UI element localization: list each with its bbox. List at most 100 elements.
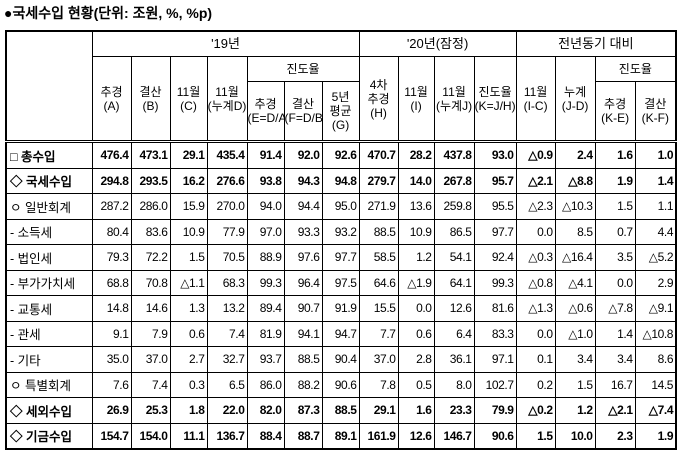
header-cell: 누계 (J-D) [554, 56, 596, 142]
table-cell: 7.8 [358, 371, 399, 398]
table-cell: 80.4 [91, 218, 132, 245]
table-cell: 2.3 [594, 422, 636, 450]
table-cell: 68.8 [91, 269, 132, 296]
table-cell: 1.6 [594, 141, 636, 169]
header-cell: 결산 (F=D/B) [283, 81, 323, 142]
table-body: □ 총수입 476.4 473.1 29.1 435.4 91.4 92.0 92.6 470.… [5, 141, 677, 450]
table-cell: 22.0 [206, 397, 248, 424]
table-cell: 29.1 [169, 141, 208, 169]
table-cell: 95.5 [473, 193, 517, 220]
table-cell: 1.5 [515, 422, 556, 450]
table-title: ●국세수입 현황(단위: 조원, %, %p) [4, 5, 213, 21]
table-cell: 16.7 [594, 371, 636, 398]
table-cell: 94.4 [283, 193, 323, 220]
table-cell: 37.0 [130, 346, 171, 373]
table-cell: 90.6 [321, 371, 360, 398]
table-row: - 기타 35.0 37.0 2.7 32.7 93.7 88.5 90.4 37.0 2.8 36… [5, 346, 677, 373]
header-group: '19년 [91, 30, 360, 57]
table-cell: 90.6 [473, 422, 517, 450]
row-label: - 교통세 [5, 295, 93, 322]
table-cell: 287.2 [91, 193, 132, 220]
table-row: ㅇ 특별회계 7.6 7.4 0.3 6.5 86.0 88.2 90.6 7.8 0.5 8.0 1… [5, 371, 677, 398]
table-cell: 7.4 [206, 320, 248, 347]
table-cell: △10.8 [634, 320, 677, 347]
table-cell: 92.4 [473, 244, 517, 271]
table-cell: 82.0 [246, 397, 285, 424]
table-cell: 15.5 [358, 295, 399, 322]
table-cell: 83.3 [473, 320, 517, 347]
table-cell: 88.7 [283, 422, 323, 450]
table-cell: 1.1 [634, 193, 677, 220]
table-cell: △0.2 [515, 397, 556, 424]
table-cell: △1.3 [515, 295, 556, 322]
table-cell: 1.2 [397, 244, 435, 271]
table-cell: 154.7 [91, 422, 132, 450]
table-cell: 6.4 [433, 320, 475, 347]
table-cell: 54.1 [433, 244, 475, 271]
table-cell: 23.3 [433, 397, 475, 424]
row-label: - 부가가치세 [5, 269, 93, 296]
table-cell: 0.3 [169, 371, 208, 398]
table-cell: 12.6 [433, 295, 475, 322]
table-cell: 95.7 [473, 167, 517, 194]
row-label: ◇ 기금수입 [5, 422, 93, 450]
table-cell: △5.2 [634, 244, 677, 271]
table-cell: △7.4 [634, 397, 677, 424]
table-cell: 91.9 [321, 295, 360, 322]
table-cell: 13.6 [397, 193, 435, 220]
table-row: ◇ 국세수입 294.8 293.5 16.2 276.6 93.8 94.3 94.8 279… [5, 167, 677, 194]
table-cell: 99.3 [246, 269, 285, 296]
table-cell: 8.0 [433, 371, 475, 398]
table-cell: 97.7 [321, 244, 360, 271]
table-cell: 0.6 [397, 320, 435, 347]
table-cell: 26.9 [91, 397, 132, 424]
table-cell: 64.1 [433, 269, 475, 296]
table-cell: 4.4 [634, 218, 677, 245]
table-cell: 136.7 [206, 422, 248, 450]
row-label: - 기타 [5, 346, 93, 373]
header-group: 전년동기 대비 [515, 30, 677, 57]
table-cell: 37.0 [358, 346, 399, 373]
table-cell: 97.0 [246, 218, 285, 245]
table-cell: 259.8 [433, 193, 475, 220]
table-cell: 0.0 [515, 218, 556, 245]
table-cell: 6.5 [206, 371, 248, 398]
table-cell: 95.0 [321, 193, 360, 220]
table-cell: 12.6 [397, 422, 435, 450]
table-cell: 14.6 [130, 295, 171, 322]
table-cell: 294.8 [91, 167, 132, 194]
header-row: '19년 '20년(잠정) 전년동기 대비 [5, 30, 677, 142]
table-cell: 87.3 [283, 397, 323, 424]
table-cell: 0.0 [397, 295, 435, 322]
table-cell: 79.3 [91, 244, 132, 271]
table-cell: 86.5 [433, 218, 475, 245]
table-cell: △0.8 [515, 269, 556, 296]
header-subgroup: 진도율 [594, 56, 677, 82]
table-cell: 25.3 [130, 397, 171, 424]
table-cell: △0.9 [515, 141, 556, 169]
table-cell: 7.7 [358, 320, 399, 347]
header-cell: 결산 (K-F) [634, 81, 677, 142]
table-cell: 1.6 [397, 397, 435, 424]
row-label: ㅇ 일반회계 [5, 193, 93, 220]
table-cell: 3.4 [594, 346, 636, 373]
header-cell: 5년 평균 (G) [321, 81, 360, 142]
table-cell: △10.3 [554, 193, 596, 220]
table-cell: 97.5 [321, 269, 360, 296]
table-cell: 0.7 [594, 218, 636, 245]
table-cell: 96.4 [283, 269, 323, 296]
table-cell: 93.3 [283, 218, 323, 245]
table-cell: 94.0 [246, 193, 285, 220]
table-cell: 70.8 [130, 269, 171, 296]
table-cell: 97.7 [473, 218, 517, 245]
table-cell: 15.9 [169, 193, 208, 220]
row-label: - 소득세 [5, 218, 93, 245]
table-row: - 교통세 14.8 14.6 1.3 13.2 89.4 90.7 91.9 15.5 0.0 1… [5, 295, 677, 322]
table-cell: 99.3 [473, 269, 517, 296]
header-row: 추경 (A) 결산 (B) 11월 (C) 11월 (누계D) 진도율 4차 추… [6, 56, 677, 142]
table-cell: 286.0 [130, 193, 171, 220]
table-cell: 35.0 [91, 346, 132, 373]
table-cell: 77.9 [206, 218, 248, 245]
table-cell: 14.5 [634, 371, 677, 398]
